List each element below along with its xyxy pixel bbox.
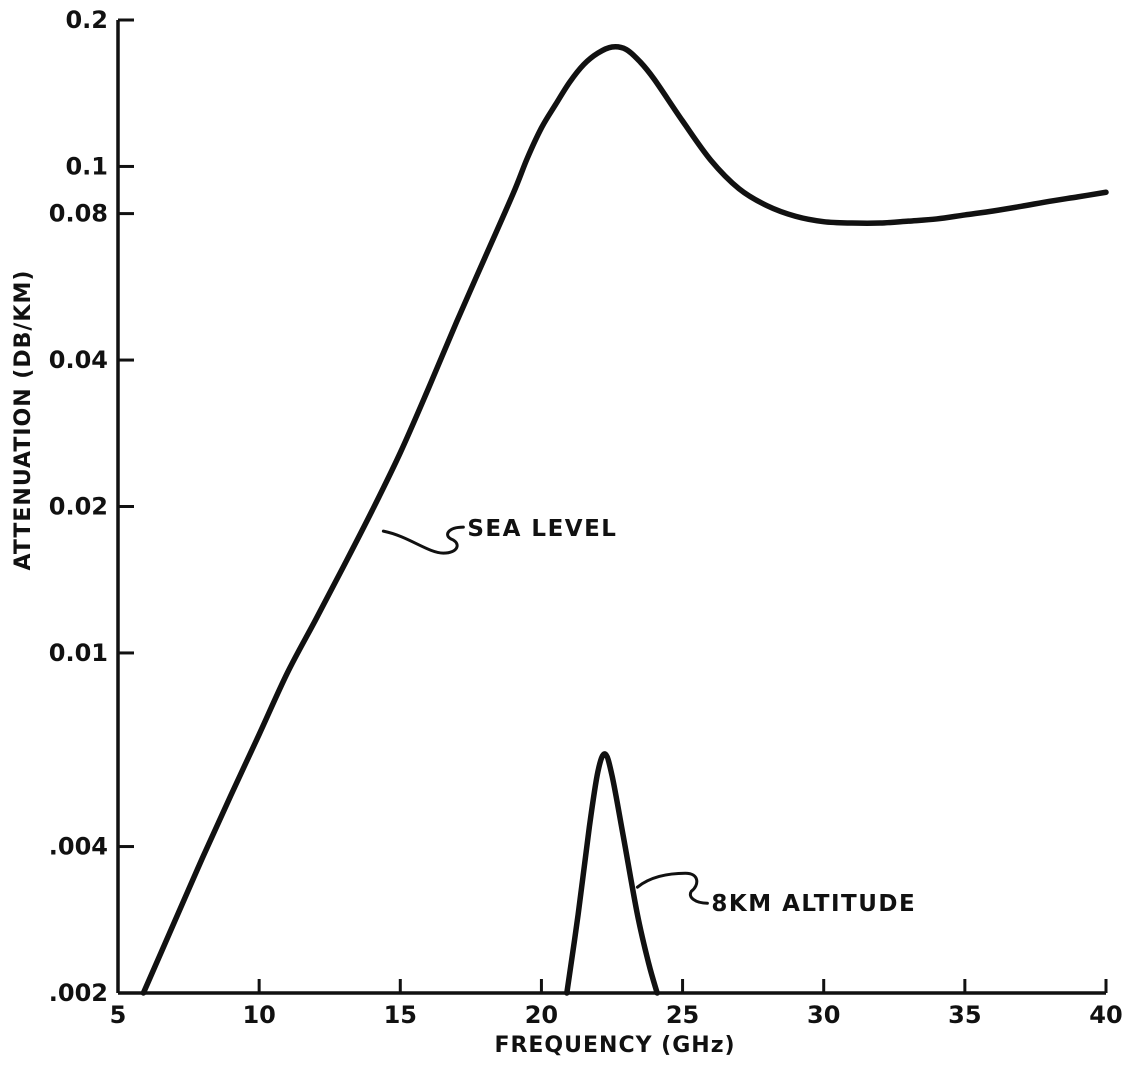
altitude-8km-label: 8KM ALTITUDE: [711, 891, 916, 917]
altitude-8km-leader-line: [635, 871, 709, 905]
y-tick-label: 0.01: [49, 639, 108, 667]
sea-level-curve: [140, 44, 1109, 996]
y-tick-label: .004: [49, 833, 108, 861]
data-series: [140, 44, 1109, 996]
sea-level-label: SEA LEVEL: [467, 516, 617, 542]
annotations: SEA LEVEL 8KM ALTITUDE: [381, 516, 916, 917]
tick-labels: 5 10 15 20 25 30 35 40 .002 .004 0.01 0.02 0.04 0.08 0…: [49, 6, 1123, 1029]
x-tick-label: 15: [384, 1001, 417, 1029]
x-tick-label: 35: [948, 1001, 981, 1029]
y-tick-label: .002: [49, 979, 108, 1007]
axes: [116, 20, 1106, 995]
y-tick-label: 0.08: [49, 200, 108, 228]
x-tick-label: 40: [1089, 1001, 1122, 1029]
x-tick-label: 25: [666, 1001, 699, 1029]
x-tick-label: 5: [110, 1001, 127, 1029]
x-axis-title: FREQUENCY (GHz): [494, 1033, 735, 1058]
y-tick-label: 0.02: [49, 493, 108, 521]
x-tick-label: 10: [242, 1001, 275, 1029]
tick-marks: [116, 18, 1108, 995]
sea-level-leader-line: [381, 525, 465, 555]
y-axis-title: ATTENUATION (DB/KM): [11, 270, 36, 571]
altitude-8km-curve: [564, 751, 660, 996]
y-tick-label: 0.2: [65, 6, 108, 34]
y-tick-label: 0.1: [65, 152, 108, 180]
x-tick-label: 30: [807, 1001, 840, 1029]
x-tick-label: 20: [525, 1001, 558, 1029]
y-tick-label: 0.04: [49, 346, 108, 374]
